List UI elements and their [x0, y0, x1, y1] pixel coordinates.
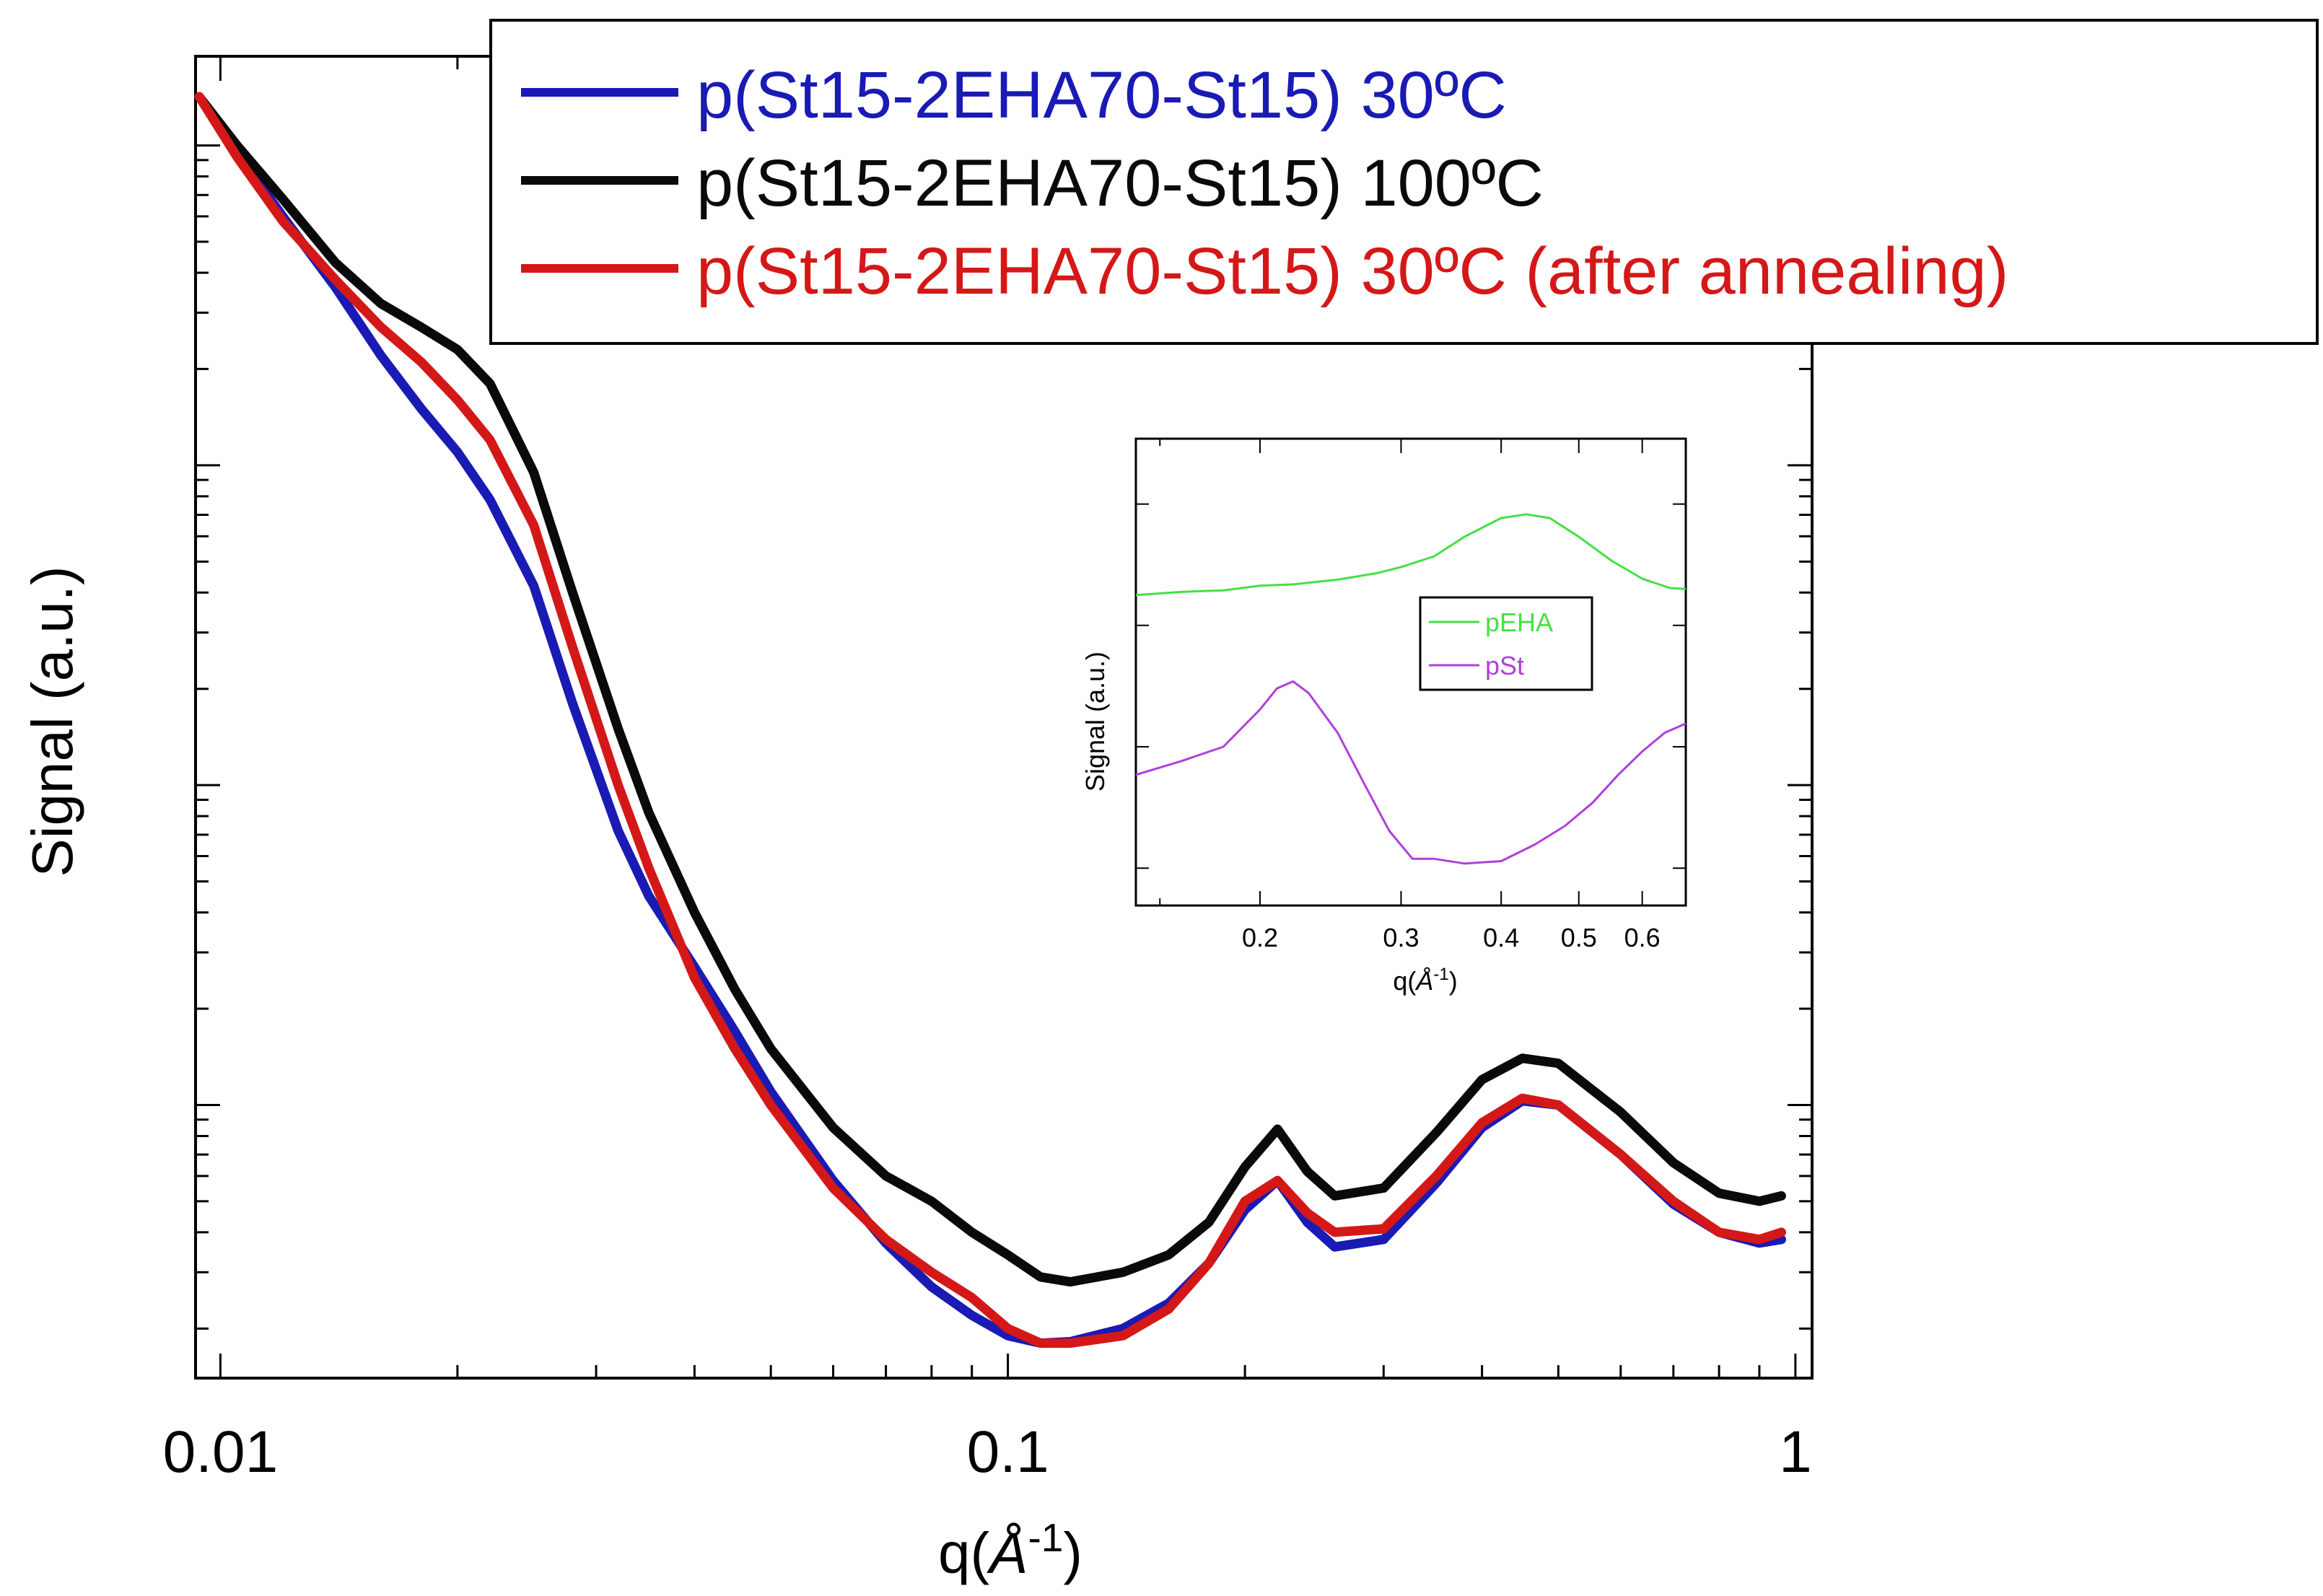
main-x-tick-labels: 0.01 0.1 1: [163, 1419, 1812, 1485]
inset-legend-box: [1419, 596, 1593, 691]
main-y-axis-label: Signal (a.u.): [20, 566, 84, 877]
inset-plot-frame: [1134, 437, 1687, 907]
main-x-axis-label: q(Å-1): [938, 1515, 1082, 1585]
inset-x-axis-label-exp: -1: [1433, 965, 1448, 984]
main-x-axis-label-close: ): [1063, 1521, 1082, 1585]
inset-x-tick-label: 0.3: [1383, 923, 1419, 952]
main-series-group: [194, 92, 1786, 1349]
legend-label-30C-annealed: p(St15-2EHA70-St15) 30ºC (after annealin…: [696, 234, 2008, 308]
inset-x-tick-label: 0.5: [1561, 923, 1597, 952]
inset-plot: 0.2 0.3 0.4 0.5 0.6 Signal (a.u.) q(Å-1) pEH…: [1080, 437, 1687, 996]
inset-legend-label-pEHA: pEHA: [1485, 608, 1553, 637]
inset-x-axis-label: q(Å-1): [1393, 965, 1457, 996]
main-x-axis-label-base: q(: [938, 1521, 989, 1585]
main-legend-box: [489, 19, 2319, 345]
main-x-tick-label: 0.01: [163, 1419, 279, 1485]
inset-x-tick-label: 0.4: [1483, 923, 1519, 952]
inset-x-axis-label-close: ): [1449, 966, 1458, 996]
main-series-line-2: [194, 92, 1786, 1349]
inset-x-axis-label-base: q(: [1393, 966, 1416, 996]
main-plot: 0.01 0.1 1 Signal (a.u.) q(Å-1): [20, 55, 1814, 1585]
inset-x-axis-label-symbol: Å: [1414, 966, 1433, 996]
inset-legend: pEHA pSt: [1419, 596, 1593, 691]
main-axis-ticks: [196, 56, 1812, 1378]
main-x-tick-label: 0.1: [967, 1419, 1049, 1485]
inset-axis-ticks: [1136, 439, 1686, 906]
inset-series-line-0: [1135, 513, 1687, 597]
inset-x-tick-labels: 0.2 0.3 0.4 0.5 0.6: [1242, 923, 1661, 952]
inset-x-tick-label: 0.6: [1624, 923, 1661, 952]
inset-series-line-1: [1135, 680, 1687, 865]
main-series-line-1: [194, 92, 1786, 1287]
main-x-axis-label-exp: -1: [1028, 1515, 1063, 1560]
inset-series-group: [1135, 513, 1687, 865]
legend-label-100C: p(St15-2EHA70-St15) 100ºC: [696, 146, 1544, 220]
main-x-tick-label: 1: [1779, 1419, 1812, 1485]
main-legend: p(St15-2EHA70-St15) 30ºC p(St15-2EHA70-S…: [489, 19, 2319, 345]
inset-legend-label-pSt: pSt: [1485, 651, 1524, 680]
inset-x-tick-label: 0.2: [1242, 923, 1278, 952]
inset-y-axis-label: Signal (a.u.): [1080, 652, 1110, 792]
main-x-axis-label-symbol: Å: [986, 1521, 1028, 1585]
legend-label-30C: p(St15-2EHA70-St15) 30ºC: [696, 58, 1507, 132]
